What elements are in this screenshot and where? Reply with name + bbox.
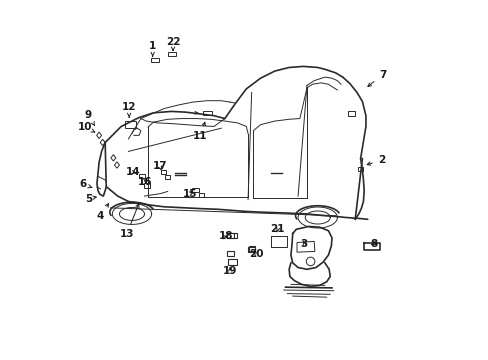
Text: 4: 4 (97, 204, 108, 221)
Text: 6: 6 (79, 179, 92, 189)
Text: 16: 16 (138, 177, 152, 187)
Text: 7: 7 (367, 69, 386, 86)
Text: 10: 10 (78, 122, 95, 132)
Text: 17: 17 (152, 161, 167, 171)
Text: 14: 14 (125, 167, 140, 177)
Text: 5: 5 (84, 194, 96, 203)
Text: 15: 15 (182, 189, 197, 199)
Text: 2: 2 (366, 156, 384, 165)
Text: 9: 9 (84, 110, 94, 125)
Text: 12: 12 (122, 102, 136, 117)
Text: 1: 1 (149, 41, 156, 57)
Text: 13: 13 (119, 204, 139, 239)
Text: 20: 20 (248, 249, 263, 259)
Text: 19: 19 (223, 266, 237, 276)
Text: 8: 8 (370, 239, 377, 249)
Text: 21: 21 (270, 224, 285, 234)
Text: 22: 22 (165, 37, 180, 50)
Text: 3: 3 (300, 239, 307, 249)
Text: 18: 18 (218, 231, 232, 242)
Text: 11: 11 (193, 122, 207, 141)
